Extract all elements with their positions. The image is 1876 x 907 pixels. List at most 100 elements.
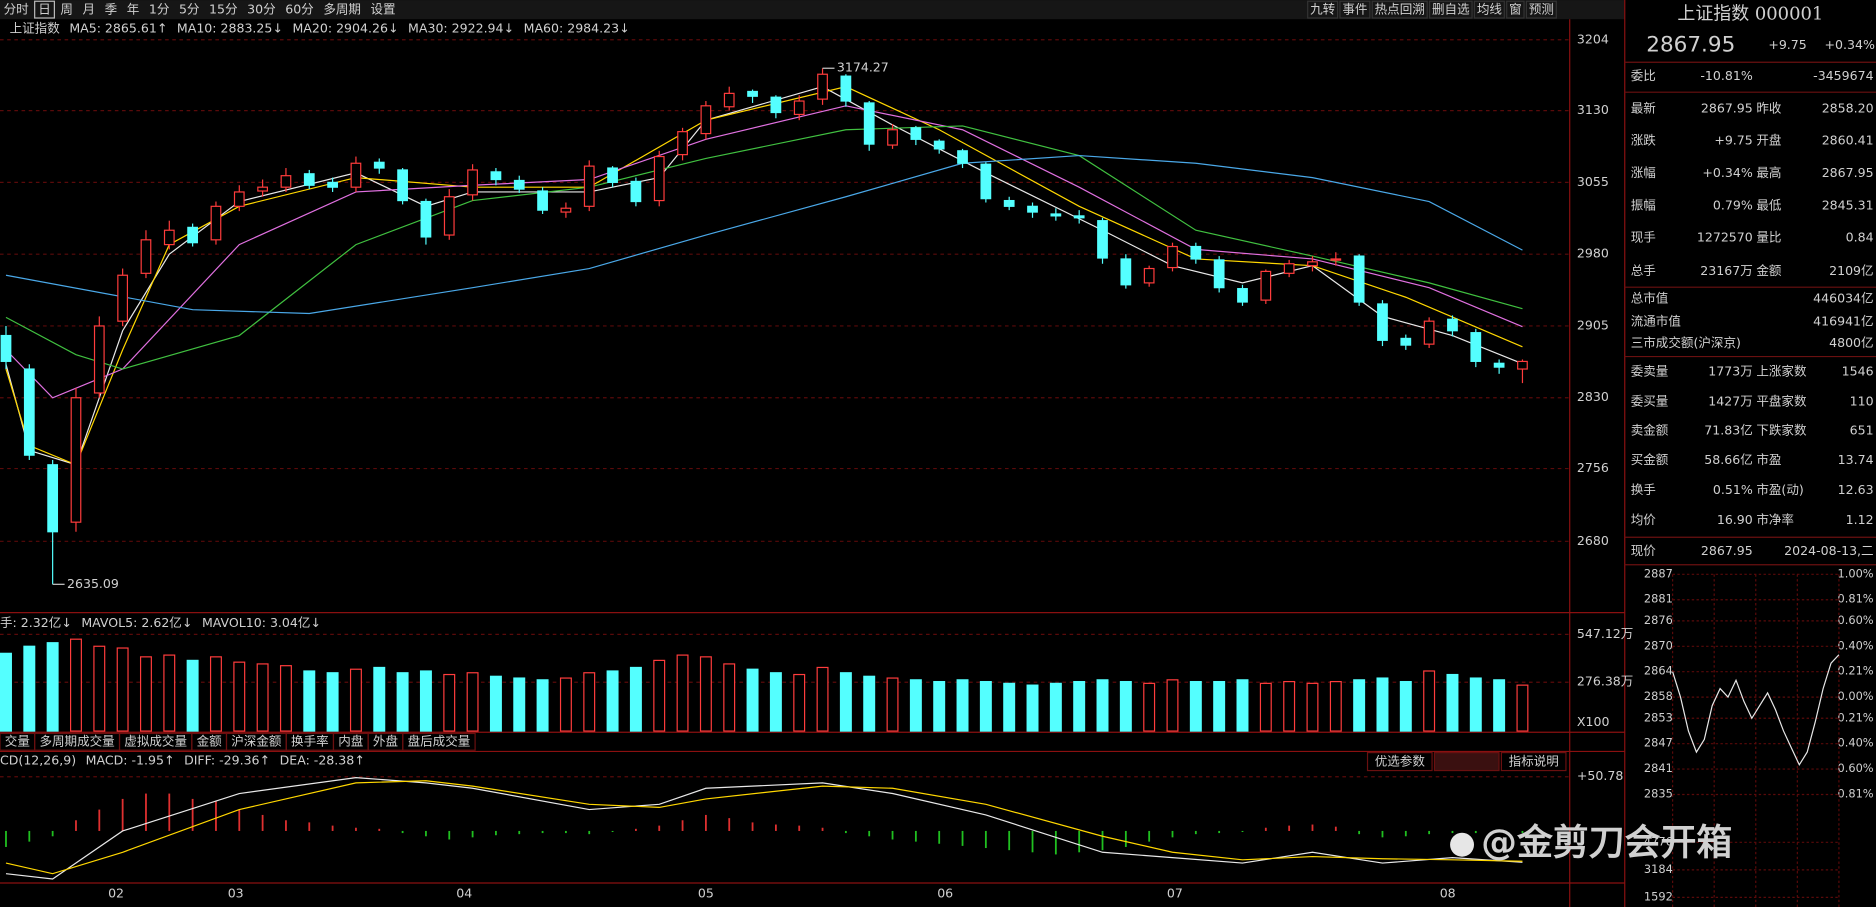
candle-body xyxy=(770,96,782,114)
tab[interactable]: 内盘 xyxy=(338,733,363,748)
toolbar-button[interactable]: 分时 xyxy=(4,2,30,17)
toolbar-button[interactable]: 窗 xyxy=(1509,2,1522,17)
toolbar-button[interactable]: 日 xyxy=(38,2,51,17)
toolbar-button[interactable]: 事件 xyxy=(1342,2,1367,17)
field-label: 总市值 xyxy=(1631,291,1669,306)
candle-body xyxy=(373,161,385,169)
toolbar-button[interactable]: 月 xyxy=(82,2,95,17)
macd-line xyxy=(5,780,1523,875)
tab[interactable]: 换手率 xyxy=(291,733,329,748)
intraday-line xyxy=(1672,654,1840,767)
volume-bar xyxy=(139,656,152,732)
toolbar-button[interactable]: 周 xyxy=(60,2,73,17)
candle-body xyxy=(1213,259,1225,289)
volume-bar xyxy=(163,654,176,732)
field-label: 市盈(动) xyxy=(1756,482,1803,497)
indicator-button[interactable]: 指标说明 xyxy=(1509,754,1559,769)
field-value: 13.74 xyxy=(1838,452,1874,467)
volume-bar xyxy=(1166,679,1179,732)
field-label: 现手 xyxy=(1631,230,1656,245)
tab[interactable]: 沪深金额 xyxy=(231,733,282,748)
field-value: 4800亿 xyxy=(1829,335,1873,350)
volume-bar xyxy=(1306,682,1319,732)
volume-bar xyxy=(1376,677,1389,732)
field-label: 委比 xyxy=(1631,68,1656,83)
tab[interactable]: 盘后成交量 xyxy=(408,733,471,748)
toolbar-button[interactable]: 删自选 xyxy=(1432,2,1470,17)
candle-body xyxy=(187,226,199,244)
legend-entry: MAVOL5: 2.62亿↓ xyxy=(81,615,192,630)
toolbar-button[interactable]: 1分 xyxy=(149,2,170,17)
field-value: 1272570 xyxy=(1697,230,1753,245)
field-label: 涨幅 xyxy=(1631,165,1656,180)
toolbar-button[interactable]: 均线 xyxy=(1477,2,1503,17)
field-value: 23167万 xyxy=(1700,263,1752,278)
volume-bar xyxy=(466,672,479,732)
toolbar-button[interactable]: 5分 xyxy=(179,2,200,17)
volume-bar xyxy=(326,672,339,732)
candle-body xyxy=(210,205,222,241)
candle-body xyxy=(327,181,338,188)
legend-entry: MAVOL10: 3.04亿↓ xyxy=(202,615,321,630)
toolbar-button[interactable]: 30分 xyxy=(247,2,276,17)
candle-body xyxy=(1283,263,1295,274)
toolbar-button[interactable]: 预测 xyxy=(1529,2,1554,17)
date: 2024-08-13,二 xyxy=(1784,543,1873,558)
candle-body xyxy=(1470,332,1482,362)
volume-bar xyxy=(23,645,36,732)
field-value: +0.34% xyxy=(1702,165,1752,180)
field-value: 1.12 xyxy=(1846,512,1874,527)
candle-body xyxy=(140,239,152,274)
candle-body xyxy=(607,167,618,183)
toolbar-button[interactable]: 多周期 xyxy=(323,2,361,17)
toolbar-button[interactable]: 15分 xyxy=(209,2,238,17)
tab[interactable]: 金额 xyxy=(197,733,223,748)
candle-body xyxy=(70,397,82,523)
volume-bar xyxy=(513,677,526,732)
field-value: 16.90 xyxy=(1717,512,1753,527)
ma-line xyxy=(5,154,1523,315)
field-value: 2860.41 xyxy=(1822,133,1874,148)
macd-line xyxy=(5,777,1523,880)
toolbar-button[interactable]: 60分 xyxy=(285,2,314,17)
x-tick-label: 08 xyxy=(1440,885,1456,900)
y-tick-label: 2835 xyxy=(1644,786,1673,800)
toolbar-button[interactable]: 九转 xyxy=(1310,2,1336,17)
tab[interactable]: 外盘 xyxy=(373,733,398,748)
y-tick-label: 2756 xyxy=(1577,460,1609,475)
y-tick-label: 4776 xyxy=(1644,834,1673,848)
toolbar-button[interactable]: 季 xyxy=(105,2,118,17)
tab[interactable]: 交量 xyxy=(5,733,30,748)
candle-body xyxy=(933,140,945,150)
volume-bar xyxy=(536,679,549,732)
y-tick-label: 2841 xyxy=(1644,761,1673,775)
volume-bar xyxy=(419,670,432,732)
toolbar-button[interactable]: 设置 xyxy=(371,2,396,17)
candle-body xyxy=(1237,288,1248,303)
candle-body xyxy=(910,127,922,140)
candle-body xyxy=(887,129,898,146)
button-frame xyxy=(1433,752,1500,772)
pct-label: 0.60% xyxy=(1838,761,1874,775)
field-label: 平盘家数 xyxy=(1756,394,1807,409)
candle-body xyxy=(723,92,735,108)
volume-bar xyxy=(816,666,829,732)
field-value: 1546 xyxy=(1842,364,1874,379)
y-tick-label: 1592 xyxy=(1644,889,1673,903)
field-label: 最高 xyxy=(1756,165,1781,180)
toolbar-button[interactable]: 热点回溯 xyxy=(1375,2,1425,17)
field-label: 最新 xyxy=(1631,100,1657,115)
legend-entry: MA60: 2984.23↓ xyxy=(524,20,630,35)
candle-body xyxy=(583,165,595,207)
indicator-button[interactable]: 优选参数 xyxy=(1375,754,1426,769)
field-value: 2867.95 xyxy=(1822,165,1874,180)
ma-line xyxy=(5,125,1523,370)
candle-body xyxy=(1003,199,1015,207)
tab[interactable]: 多周期成交量 xyxy=(39,733,114,748)
candle-body xyxy=(560,207,572,213)
toolbar-button[interactable]: 年 xyxy=(127,2,140,17)
field-label: 三市成交额(沪深京) xyxy=(1631,335,1741,350)
tab[interactable]: 虚拟成交量 xyxy=(124,733,187,748)
candle-body xyxy=(1073,215,1085,219)
